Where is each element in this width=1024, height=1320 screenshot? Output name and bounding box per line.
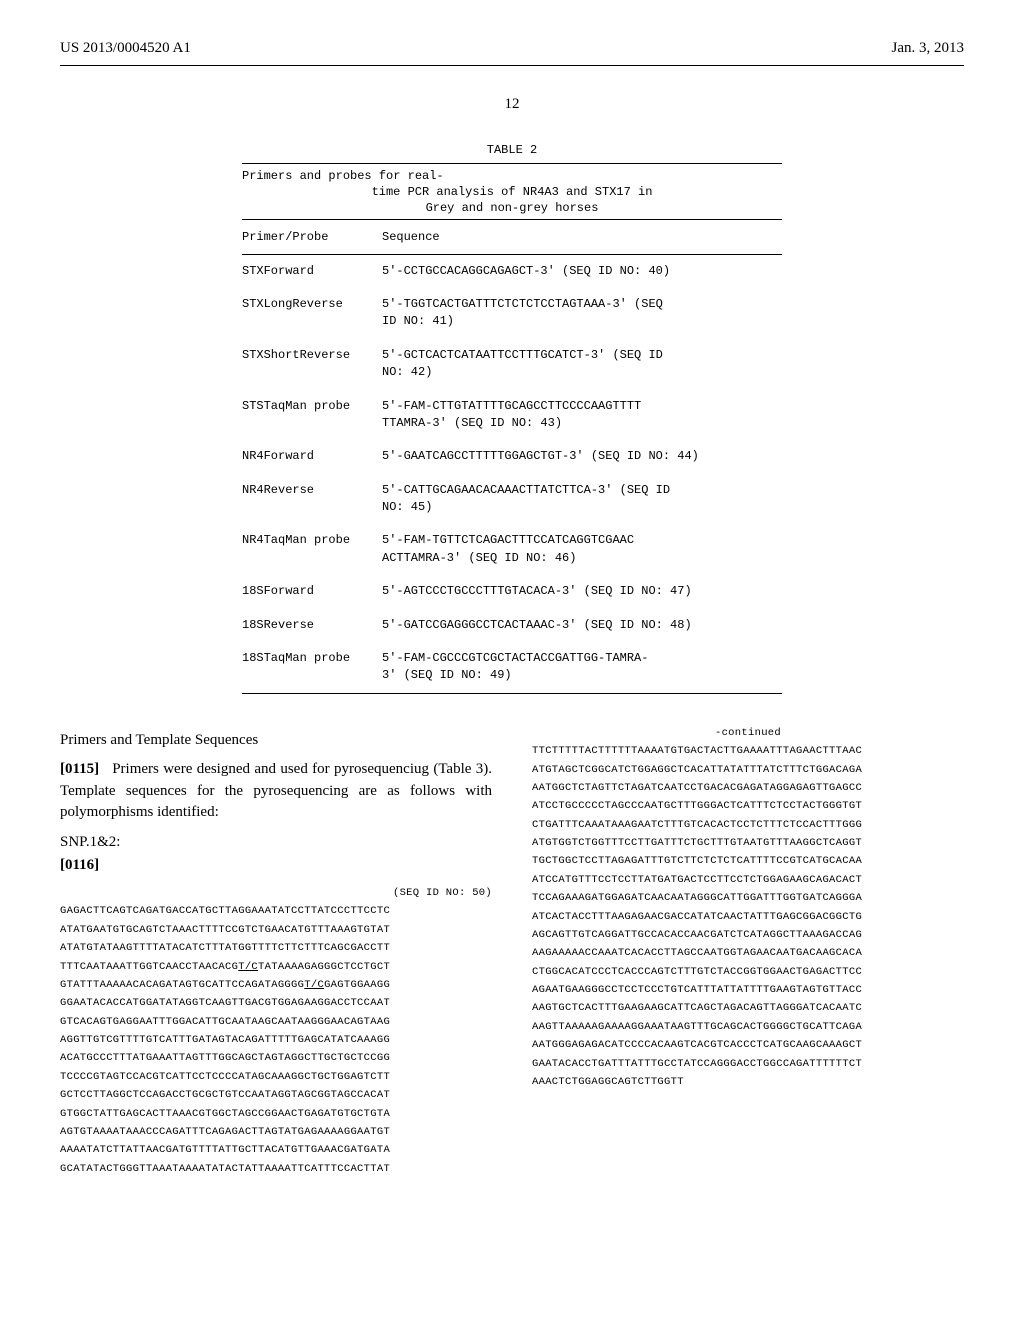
sequence-line: AATGGGAGAGACATCCCCACAAGTCACGTCACCCTCATGC… (532, 1036, 964, 1054)
sequence-line: ATCACTACCTTTAAGAGAACGACCATATCAACTATTTGAG… (532, 908, 964, 926)
primer-name: STXLongReverse (242, 296, 382, 331)
sequence-line: GTGGCTATTGAGCACTTAAACGTGGCTAGCCGGAACTGAG… (60, 1105, 492, 1123)
continued-label: -continued (532, 724, 964, 742)
sequence-line: AATGGCTCTAGTTCTAGATCAATCCTGACACGAGATAGGA… (532, 779, 964, 797)
sequence-text: 5'-AGTCCCTGCCCTTTGTACACA-3' (SEQ ID NO: … (382, 583, 782, 600)
table-bottom-rule (242, 693, 782, 694)
primer-name: 18SForward (242, 583, 382, 600)
primer-name: STXShortReverse (242, 347, 382, 382)
sequence-block-right: TTCTTTTTACTTTTTTAAAATGTGACTACTTGAAAATTTA… (532, 742, 964, 1091)
table-2: TABLE 2 Primers and probes for real- tim… (242, 143, 782, 694)
caption-line-3: Grey and non-grey horses (242, 200, 782, 216)
sequence-line: ATGTAGCTCGGCATCTGGAGGCTCACATTATATTTATCTT… (532, 761, 964, 779)
table-body: STXForward5'-CCTGCCACAGGCAGAGCT-3' (SEQ … (242, 255, 782, 693)
sequence-line: ATATGAATGTGCAGTCTAAACTTTTCCGTCTGAACATGTT… (60, 921, 492, 939)
sequence-line: GGAATACACCATGGATATAGGTCAAGTTGACGTGGAGAAG… (60, 994, 492, 1012)
table-row: NR4Reverse5'-CATTGCAGAACACAAACTTATCTTCA-… (242, 474, 782, 525)
primer-name: 18SReverse (242, 617, 382, 634)
sequence-line: AGAATGAAGGGCCTCCTCCCTGTCATTTATTATTTTGAAG… (532, 981, 964, 999)
table-row: STXShortReverse5'-GCTCACTCATAATTCCTTTGCA… (242, 339, 782, 390)
sequence-line: TTTCAATAAATTGGTCAACCTAACACGT/CTATAAAAGAG… (60, 958, 492, 976)
caption-line-2: time PCR analysis of NR4A3 and STX17 in (242, 184, 782, 200)
sequence-line: AAAATATCTTATTAACGATGTTTTATTGCTTACATGTTGA… (60, 1141, 492, 1159)
sequence-line: AGGTTGTCGTTTTGTCATTTGATAGTACAGATTTTTGAGC… (60, 1031, 492, 1049)
table-col1-header: Primer/Probe (242, 230, 382, 244)
sequence-text: 5'-GAATCAGCCTTTTTGGAGCTGT-3' (SEQ ID NO:… (382, 448, 782, 465)
table-row: NR4TaqMan probe5'-FAM-TGTTCTCAGACTTTCCAT… (242, 524, 782, 575)
paragraph-number: [0115] (60, 761, 99, 777)
sequence-text: 5'-CATTGCAGAACACAAACTTATCTTCA-3' (SEQ ID… (382, 482, 782, 517)
primer-name: NR4TaqMan probe (242, 532, 382, 567)
primer-name: NR4Reverse (242, 482, 382, 517)
sequence-text: 5'-GCTCACTCATAATTCCTTTGCATCT-3' (SEQ ID … (382, 347, 782, 382)
sequence-line: TTCTTTTTACTTTTTTAAAATGTGACTACTTGAAAATTTA… (532, 742, 964, 760)
two-column-body: Primers and Template Sequences [0115] Pr… (60, 724, 964, 1178)
right-column: -continued TTCTTTTTACTTTTTTAAAATGTGACTAC… (532, 724, 964, 1178)
publication-number: US 2013/0004520 A1 (60, 40, 191, 57)
table-row: 18SReverse5'-GATCCGAGGGCCTCACTAAAC-3' (S… (242, 609, 782, 642)
table-row: 18SForward5'-AGTCCCTGCCCTTTGTACACA-3' (S… (242, 575, 782, 608)
sequence-text: 5'-CCTGCCACAGGCAGAGCT-3' (SEQ ID NO: 40) (382, 263, 782, 280)
sequence-line: AAGTGCTCACTTTGAAGAAGCATTCAGCTAGACAGTTAGG… (532, 999, 964, 1017)
sequence-line: GCTCCTTAGGCTCCAGACCTGCGCTGTCCAATAGGTAGCG… (60, 1086, 492, 1104)
table-caption: Primers and probes for real- time PCR an… (242, 164, 782, 219)
table-number: TABLE 2 (242, 143, 782, 157)
sequence-block-left: GAGACTTCAGTCAGATGACCATGCTTAGGAAATATCCTTA… (60, 902, 492, 1178)
page-number: 12 (60, 96, 964, 113)
sequence-line: AAACTCTGGAGGCAGTCTTGGTT (532, 1073, 964, 1091)
sequence-line: GAATACACCTGATTTATTTGCCTATCCAGGGACCTGGCCA… (532, 1055, 964, 1073)
table-row: 18STaqMan probe5'-FAM-CGCCCGTCGCTACTACCG… (242, 642, 782, 693)
sequence-text: 5'-GATCCGAGGGCCTCACTAAAC-3' (SEQ ID NO: … (382, 617, 782, 634)
section-header: Primers and Template Sequences (60, 732, 492, 749)
table-row: STSTaqMan probe5'-FAM-CTTGTATTTTGCAGCCTT… (242, 390, 782, 441)
sequence-line: AAGTTAAAAAGAAAAGGAAATAAGTTTGCAGCACTGGGGC… (532, 1018, 964, 1036)
sequence-line: CTGATTTCAAATAAAGAATCTTTGTCACACTCCTCTTTCT… (532, 816, 964, 834)
seq-id-label: (SEQ ID NO: 50) (60, 884, 492, 902)
sequence-line: GTATTTAAAAACACAGATAGTGCATTCCAGATAGGGGT/C… (60, 976, 492, 994)
sequence-line: AGCAGTTGTCAGGATTGCCACACCAACGATCTCATAGGCT… (532, 926, 964, 944)
paragraph-number-0116: [0116] (60, 857, 99, 873)
caption-line-1: Primers and probes for real- (242, 169, 444, 183)
sequence-line: TCCAGAAAGATGGAGATCAACAATAGGGCATTGGATTTGG… (532, 889, 964, 907)
table-row: STXForward5'-CCTGCCACAGGCAGAGCT-3' (SEQ … (242, 255, 782, 288)
sequence-line: ATGTGGTCTGGTTTCCTTGATTTCTGCTTTGTAATGTTTA… (532, 834, 964, 852)
sequence-line: CTGGCACATCCCTCACCCAGTCTTTGTCTACCGGTGGAAC… (532, 963, 964, 981)
paragraph-0116: [0116] (60, 857, 492, 874)
table-row: NR4Forward5'-GAATCAGCCTTTTTGGAGCTGT-3' (… (242, 440, 782, 473)
page-header: US 2013/0004520 A1 Jan. 3, 2013 (60, 40, 964, 57)
paragraph-text: Primers were designed and used for pyros… (60, 761, 492, 821)
paragraph-0115: [0115] Primers were designed and used fo… (60, 759, 492, 824)
table-row: STXLongReverse5'-TGGTCACTGATTTCTCTCTCCTA… (242, 288, 782, 339)
primer-name: STSTaqMan probe (242, 398, 382, 433)
sequence-line: AAGAAAAACCAAATCACACCTTAGCCAATGGTAGAACAAT… (532, 944, 964, 962)
primer-name: STXForward (242, 263, 382, 280)
sequence-line: ATCCTGCCCCCTAGCCCAATGCTTTGGGACTCATTTCTCC… (532, 797, 964, 815)
primer-name: NR4Forward (242, 448, 382, 465)
sequence-text: 5'-FAM-TGTTCTCAGACTTTCCATCAGGTCGAAC ACTT… (382, 532, 782, 567)
left-column: Primers and Template Sequences [0115] Pr… (60, 724, 492, 1178)
sequence-line: GAGACTTCAGTCAGATGACCATGCTTAGGAAATATCCTTA… (60, 902, 492, 920)
table-header-row: Primer/Probe Sequence (242, 220, 782, 254)
sequence-text: 5'-FAM-CTTGTATTTTGCAGCCTTCCCCAAGTTTT TTA… (382, 398, 782, 433)
publication-date: Jan. 3, 2013 (892, 40, 965, 57)
sequence-line: GTCACAGTGAGGAATTTGGACATTGCAATAAGCAATAAGG… (60, 1013, 492, 1031)
sequence-line: GCATATACTGGGTTAAATAAAATATACTATTAAAATTCAT… (60, 1160, 492, 1178)
sequence-line: TGCTGGCTCCTTAGAGATTTGTCTTCTCTCTCATTTTCCG… (532, 852, 964, 870)
sequence-line: ATCCATGTTTCCTCCTTATGATGACTCCTTCCTCTGGAGA… (532, 871, 964, 889)
table-col2-header: Sequence (382, 230, 782, 244)
sequence-text: 5'-TGGTCACTGATTTCTCTCTCCTAGTAAA-3' (SEQ … (382, 296, 782, 331)
sequence-line: ATATGTATAAGTTTTATACATCTTTATGGTTTTCTTCTTT… (60, 939, 492, 957)
sequence-line: TCCCCGTAGTCCACGTCATTCCTCCCCATAGCAAAGGCTG… (60, 1068, 492, 1086)
snp-label: SNP.1&2: (60, 834, 492, 851)
sequence-line: ACATGCCCTTTATGAAATTAGTTTGGCAGCTAGTAGGCTT… (60, 1049, 492, 1067)
sequence-text: 5'-FAM-CGCCCGTCGCTACTACCGATTGG-TAMRA- 3'… (382, 650, 782, 685)
sequence-line: AGTGTAAAATAAACCCAGATTTCAGAGACTTAGTATGAGA… (60, 1123, 492, 1141)
primer-name: 18STaqMan probe (242, 650, 382, 685)
header-rule (60, 65, 964, 66)
